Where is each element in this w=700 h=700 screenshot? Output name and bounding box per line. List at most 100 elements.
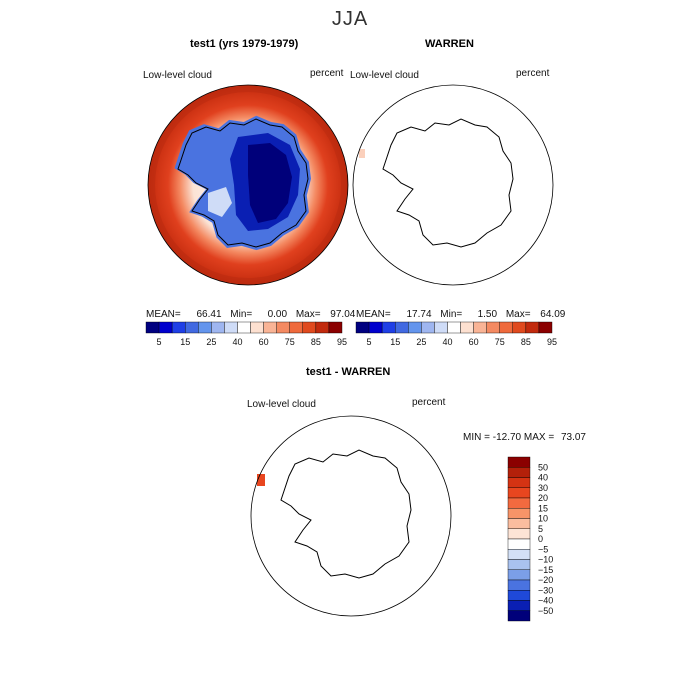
colorbar-swatch	[145, 321, 160, 334]
colorbar-swatch	[198, 321, 212, 334]
map-test1-border	[147, 84, 349, 286]
stat-mean-value: 17.74	[406, 309, 432, 320]
colorbar-swatch	[507, 549, 531, 560]
stat-mean-label: MEAN=	[146, 309, 181, 320]
colorbar-swatch	[421, 321, 435, 334]
stat-max-value: 64.09	[540, 309, 566, 320]
colorbar-tick-label: 60	[259, 337, 269, 347]
colorbar-swatch	[158, 321, 173, 334]
stat-max-value: 97.04	[330, 309, 356, 320]
colorbar-swatch	[395, 321, 409, 334]
stat-min-value: -12.70	[492, 432, 522, 443]
panel-test1-units: percent	[310, 68, 344, 79]
stat-max-label: MAX =	[523, 432, 555, 443]
map-difference	[250, 415, 452, 617]
map-warren-field	[353, 85, 553, 285]
colorbar-tick-label: 30	[538, 483, 548, 493]
map-difference-patch	[257, 474, 265, 486]
stat-max-label: Max=	[295, 309, 321, 320]
colorbar-tick-label: 40	[442, 337, 452, 347]
colorbar-swatch	[507, 467, 531, 478]
colorbar-swatch	[507, 559, 531, 570]
panel-difference-stats: MIN = -12.70 MAX = 73.07	[463, 432, 586, 443]
stat-max-value: 73.07	[560, 432, 586, 443]
colorbar-swatch	[211, 321, 225, 334]
colorbar-test1: 5 15 25 40 60 75 85 95	[145, 321, 347, 347]
panel-warren-stats: MEAN= 17.74 Min= 1.50 Max= 64.09	[356, 309, 565, 320]
colorbar-swatch	[381, 321, 396, 334]
colorbar-tick-label: 15	[538, 503, 548, 513]
colorbar-swatch	[507, 456, 531, 468]
map-warren	[352, 84, 554, 286]
colorbar-tick-label: −15	[538, 565, 553, 575]
panel-difference-title: test1 - WARREN	[306, 366, 391, 378]
colorbar-warren: 5 15 25 40 60 75 85 95	[355, 321, 557, 347]
stat-max-label: Max=	[505, 309, 531, 320]
panel-test1-variable: Low-level cloud	[143, 70, 212, 81]
stat-mean-value: 66.41	[196, 309, 222, 320]
colorbar-swatch	[507, 528, 531, 540]
colorbar-swatch	[434, 321, 448, 334]
colorbar-tick-label: −30	[538, 585, 553, 595]
colorbar-swatch	[250, 321, 264, 334]
colorbar-tick-label: −10	[538, 555, 553, 565]
colorbar-swatch	[512, 321, 527, 334]
stat-min-label: Min=	[440, 309, 463, 320]
colorbar-swatch	[507, 508, 531, 519]
stat-min-label: MIN =	[463, 432, 490, 443]
colorbar-tick-label: 95	[547, 337, 557, 347]
colorbar-swatch	[460, 321, 474, 334]
colorbar-tick-label: −20	[538, 575, 553, 585]
colorbar-swatch	[224, 321, 238, 334]
panel-difference-units: percent	[412, 397, 446, 408]
colorbar-swatch	[507, 497, 531, 509]
colorbar-tick-label: 5	[157, 337, 162, 347]
colorbar-tick-label: 85	[311, 337, 321, 347]
panel-difference-variable: Low-level cloud	[247, 399, 316, 410]
colorbar-swatch	[276, 321, 290, 334]
map-test1	[147, 84, 349, 286]
colorbar-swatch	[507, 590, 531, 601]
colorbar-swatch	[507, 487, 531, 499]
colorbar-tick-label: −40	[538, 596, 553, 606]
panel-test1-title: test1 (yrs 1979-1979)	[190, 38, 299, 50]
colorbar-swatch	[263, 321, 277, 334]
colorbar-swatch	[368, 321, 383, 334]
colorbar-tick-label: 15	[180, 337, 190, 347]
stat-min-value: 0.00	[267, 309, 288, 320]
colorbar-tick-label: 95	[337, 337, 347, 347]
colorbar-swatch	[507, 600, 531, 611]
colorbar-tick-label: 10	[538, 514, 548, 524]
colorbar-tick-label: 5	[367, 337, 372, 347]
stat-min-label: Min=	[230, 309, 253, 320]
colorbar-swatch	[289, 321, 304, 334]
map-warren-patch	[359, 149, 365, 158]
stat-mean-label: MEAN=	[356, 309, 391, 320]
colorbar-swatch	[355, 321, 370, 334]
colorbar-swatch	[315, 321, 330, 334]
colorbar-tick-label: 0	[538, 534, 543, 544]
colorbar-tick-label: 40	[232, 337, 242, 347]
colorbar-swatch	[328, 321, 343, 334]
stat-min-value: 1.50	[477, 309, 498, 320]
panel-test1-stats: MEAN= 66.41 Min= 0.00 Max= 97.04	[146, 309, 355, 320]
colorbar-swatch	[499, 321, 514, 334]
colorbar-tick-label: 25	[206, 337, 216, 347]
colorbar-tick-label: 75	[495, 337, 505, 347]
colorbar-swatch	[184, 321, 199, 334]
colorbar-tick-label: 15	[390, 337, 400, 347]
colorbar-tick-label: −50	[538, 606, 553, 616]
figure-title: JJA	[331, 8, 369, 30]
colorbar-swatch	[507, 477, 531, 488]
colorbar-tick-label: −5	[538, 544, 548, 554]
colorbar-swatch	[507, 518, 531, 529]
panel-warren-units: percent	[516, 68, 550, 79]
map-difference-field	[251, 416, 451, 616]
colorbar-tick-label: 60	[469, 337, 479, 347]
colorbar-swatch	[486, 321, 500, 334]
colorbar-tick-label: 5	[538, 524, 543, 534]
colorbar-swatch	[507, 579, 531, 591]
colorbar-swatch	[507, 610, 531, 622]
